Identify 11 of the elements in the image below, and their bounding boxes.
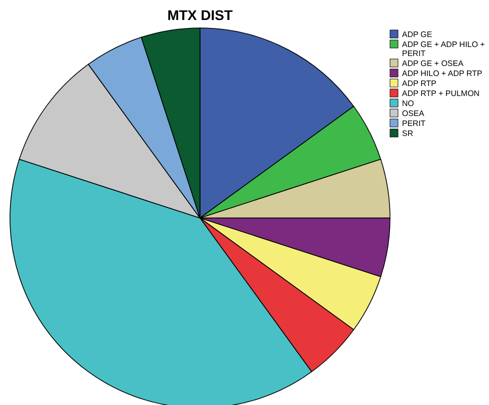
chart-title: MTX DIST [167,7,234,23]
legend-label: ADP RTP + PULMON [402,89,480,98]
legend-label: ADP GE + OSEA [402,59,464,68]
legend-label: ADP GE [402,30,432,39]
legend-label: PERIT [402,119,426,128]
legend-label: ADP HILO + ADP RTP [402,69,482,78]
legend-label: ADP GE + ADP HILO + PERIT [402,40,486,58]
legend-label: SR [402,129,414,138]
legend-label: ADP RTP [402,79,436,88]
legend-label: NO [402,99,414,108]
legend-label: OSEA [402,109,425,118]
